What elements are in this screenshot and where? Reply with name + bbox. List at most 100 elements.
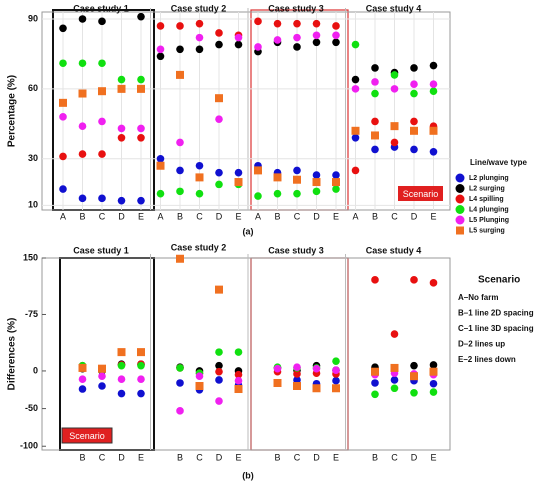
marker — [59, 152, 67, 161]
marker — [176, 166, 184, 175]
marker — [371, 379, 379, 387]
marker — [390, 376, 399, 384]
marker — [215, 168, 223, 177]
x-tick-label: B — [79, 452, 85, 462]
marker — [195, 382, 204, 390]
x-tick-label: B — [274, 452, 280, 462]
marker — [410, 89, 418, 98]
marker — [215, 361, 223, 370]
marker — [254, 166, 262, 175]
marker — [312, 31, 321, 40]
panel-label: (a) — [243, 226, 254, 236]
scenario-item: C–1 line 3D spacing — [458, 324, 534, 333]
marker — [273, 19, 282, 28]
marker — [410, 80, 418, 89]
marker — [312, 187, 321, 196]
marker — [156, 22, 165, 30]
marker — [234, 376, 243, 385]
scenario-item: E–2 lines down — [458, 355, 516, 364]
marker — [390, 384, 399, 393]
marker — [156, 161, 165, 170]
marker — [371, 145, 379, 154]
highlight-box — [52, 9, 155, 211]
marker — [117, 348, 126, 357]
marker — [293, 33, 301, 42]
group-title: Case study 4 — [366, 3, 422, 13]
marker — [215, 180, 223, 189]
marker — [195, 372, 204, 381]
marker — [371, 89, 379, 98]
group-title: Case study 3 — [268, 3, 324, 13]
marker — [78, 385, 87, 393]
marker — [98, 364, 106, 373]
marker — [195, 45, 204, 54]
x-tick-label: E — [235, 211, 241, 221]
marker — [410, 372, 418, 381]
marker — [410, 388, 418, 397]
marker — [371, 78, 379, 86]
marker — [410, 361, 418, 370]
legend-swatch — [455, 173, 465, 183]
x-tick-label: B — [372, 211, 378, 221]
x-tick-label: A — [60, 211, 66, 221]
marker — [59, 185, 67, 193]
badge-text: Scenario — [69, 431, 105, 441]
y-tick-label: 60 — [28, 83, 38, 93]
x-tick-label: C — [99, 452, 106, 462]
legend-label: L5 Plunging — [469, 217, 509, 224]
marker — [195, 161, 204, 170]
scenario-item: B–1 line 2D spacing — [458, 309, 534, 318]
x-tick-label: E — [235, 452, 241, 462]
marker — [351, 40, 360, 49]
x-tick-label: B — [274, 211, 280, 221]
marker — [117, 75, 126, 84]
y-tick-label: 150 — [23, 252, 38, 262]
legend-title: Line/wave type — [470, 158, 527, 167]
marker — [410, 276, 418, 284]
marker — [78, 363, 87, 372]
marker — [429, 147, 438, 156]
x-tick-label: D — [216, 452, 223, 462]
marker — [371, 367, 379, 376]
marker — [234, 168, 243, 177]
panel-label: (b) — [242, 470, 254, 480]
marker — [137, 133, 145, 142]
marker — [312, 171, 321, 179]
group-title: Case study 1 — [73, 3, 129, 13]
marker — [371, 131, 379, 140]
x-tick-label: B — [177, 452, 183, 462]
marker — [293, 189, 301, 198]
marker — [215, 367, 223, 376]
legend-swatch — [455, 215, 465, 225]
marker — [215, 29, 223, 37]
marker — [429, 279, 438, 287]
marker — [390, 138, 399, 147]
marker — [351, 166, 360, 175]
marker — [429, 367, 438, 376]
marker — [371, 117, 379, 126]
marker — [293, 370, 301, 378]
marker — [59, 24, 67, 33]
marker — [78, 150, 87, 158]
x-tick-label: B — [372, 452, 378, 462]
marker — [293, 166, 301, 175]
marker — [234, 385, 243, 394]
legend-swatch — [455, 205, 465, 214]
marker — [137, 75, 145, 84]
x-tick-label: C — [391, 452, 398, 462]
marker — [59, 59, 67, 68]
highlight-box — [250, 257, 349, 451]
marker — [195, 173, 204, 182]
marker — [176, 70, 184, 79]
legend-swatch — [456, 226, 464, 235]
legend-swatch — [455, 184, 465, 193]
x-tick-label: D — [411, 452, 418, 462]
marker — [195, 189, 204, 198]
x-tick-label: E — [430, 452, 436, 462]
marker — [293, 363, 301, 371]
marker — [117, 196, 126, 205]
marker — [98, 59, 106, 68]
group-title: Case study 3 — [268, 245, 324, 255]
marker — [293, 19, 301, 28]
x-tick-label: E — [138, 452, 144, 462]
